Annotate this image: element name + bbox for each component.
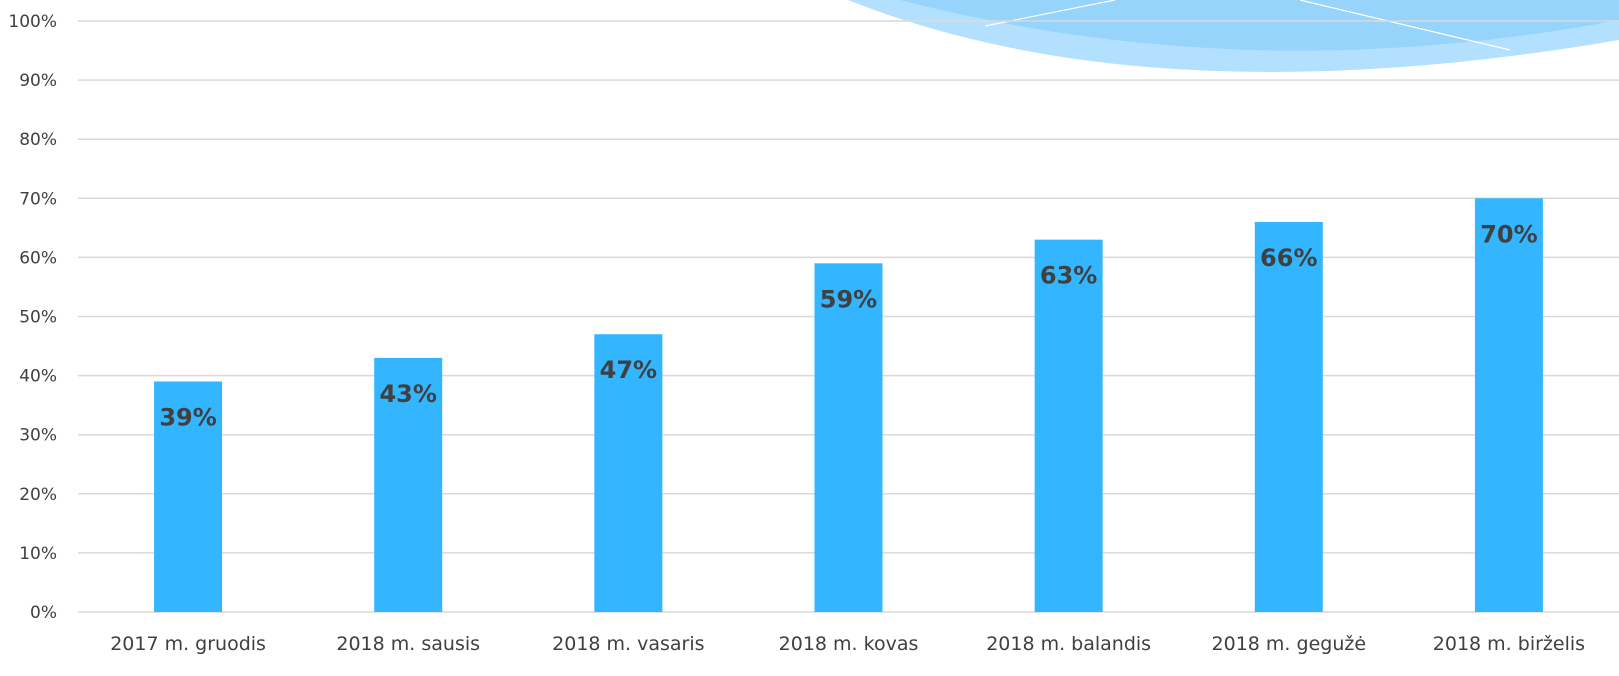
data-label: 70% (1480, 220, 1537, 248)
y-tick-label: 100% (8, 12, 57, 32)
x-category-label: 2018 m. balandis (986, 633, 1151, 655)
data-label: 43% (379, 380, 436, 408)
y-axis-tick-labels: 0% 10% 20% 30% 40% 50% 60% 70% 80% 90% 100% (8, 12, 57, 623)
y-tick-label: 90% (19, 71, 57, 91)
data-label: 39% (159, 404, 216, 432)
bar (1474, 198, 1543, 613)
x-category-label: 2017 m. gruodis (110, 633, 266, 655)
wave-line (1299, 0, 1511, 51)
x-category-label: 2018 m. vasaris (552, 633, 704, 655)
decorative-wave-shape (848, 0, 1619, 72)
x-category-label: 2018 m. kovas (779, 633, 919, 655)
data-label: 59% (820, 285, 877, 313)
data-label: 63% (1040, 262, 1097, 290)
x-category-label: 2018 m. sausis (336, 633, 480, 655)
bar (814, 263, 883, 612)
bar (594, 334, 663, 612)
bar (1254, 221, 1323, 612)
x-axis-category-labels: 2017 m. gruodis 2018 m. sausis 2018 m. vas… (110, 633, 1585, 655)
data-labels: 39% 43% 47% 59% 63% 66% 70% (159, 220, 1537, 431)
bar (374, 357, 443, 612)
bars (154, 198, 1543, 613)
y-tick-label: 0% (30, 603, 57, 623)
x-category-label: 2018 m. gegužė (1212, 633, 1367, 655)
data-label: 66% (1260, 244, 1317, 272)
wave-shape-mid (900, 0, 1619, 51)
y-tick-label: 80% (19, 130, 57, 150)
y-tick-label: 10% (19, 544, 57, 564)
y-tick-label: 40% (19, 367, 57, 387)
bar (1034, 239, 1103, 613)
bar (154, 381, 223, 612)
y-tick-label: 30% (19, 426, 57, 446)
x-category-label: 2018 m. birželis (1433, 633, 1585, 655)
y-tick-label: 60% (19, 248, 57, 268)
y-tick-label: 50% (19, 308, 57, 328)
y-tick-label: 70% (19, 189, 57, 209)
data-label: 47% (600, 356, 657, 384)
y-tick-label: 20% (19, 485, 57, 505)
